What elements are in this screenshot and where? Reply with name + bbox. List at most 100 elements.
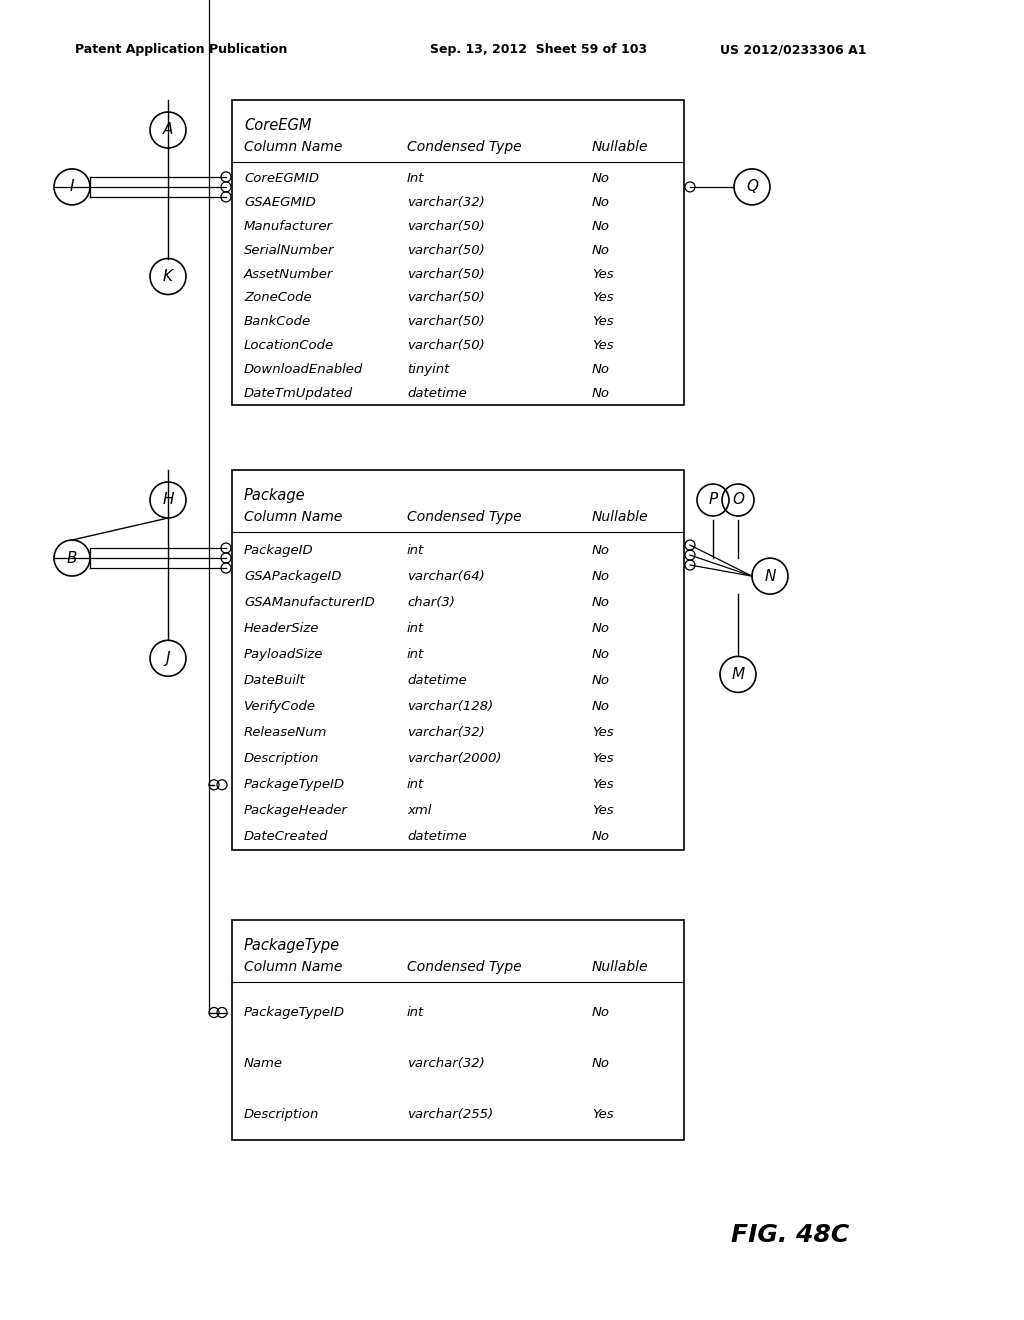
Text: Yes: Yes [592, 339, 613, 352]
Text: Yes: Yes [592, 726, 613, 739]
Text: int: int [407, 622, 424, 635]
Text: Nullable: Nullable [592, 960, 648, 974]
Text: HeaderSize: HeaderSize [244, 622, 319, 635]
Text: DateTmUpdated: DateTmUpdated [244, 387, 353, 400]
Text: BankCode: BankCode [244, 315, 311, 329]
Text: CoreEGMID: CoreEGMID [244, 173, 319, 185]
Text: DownloadEnabled: DownloadEnabled [244, 363, 364, 376]
Text: ZoneCode: ZoneCode [244, 292, 311, 305]
Text: Yes: Yes [592, 268, 613, 281]
Text: US 2012/0233306 A1: US 2012/0233306 A1 [720, 44, 866, 57]
Text: Name: Name [244, 1057, 283, 1071]
Text: No: No [592, 830, 610, 843]
Text: K: K [163, 269, 173, 284]
Text: M: M [731, 667, 744, 682]
Text: Yes: Yes [592, 292, 613, 305]
Text: No: No [592, 173, 610, 185]
Text: Package: Package [244, 488, 305, 503]
Text: VerifyCode: VerifyCode [244, 700, 316, 713]
Text: No: No [592, 244, 610, 257]
Text: Column Name: Column Name [244, 140, 342, 154]
Text: Nullable: Nullable [592, 510, 648, 524]
Text: PayloadSize: PayloadSize [244, 648, 324, 661]
Text: Yes: Yes [592, 315, 613, 329]
Text: int: int [407, 1006, 424, 1019]
Text: Condensed Type: Condensed Type [407, 140, 521, 154]
Text: PackageHeader: PackageHeader [244, 804, 348, 817]
Text: varchar(50): varchar(50) [407, 292, 484, 305]
Text: LocationCode: LocationCode [244, 339, 334, 352]
Text: datetime: datetime [407, 675, 467, 686]
Text: No: No [592, 1006, 610, 1019]
Text: varchar(32): varchar(32) [407, 197, 484, 209]
Text: datetime: datetime [407, 830, 467, 843]
Text: I: I [70, 180, 75, 194]
Text: PackageID: PackageID [244, 544, 313, 557]
Text: A: A [163, 123, 173, 137]
Text: Int: Int [407, 173, 425, 185]
Text: No: No [592, 675, 610, 686]
Text: GSAManufacturerID: GSAManufacturerID [244, 595, 375, 609]
Text: Condensed Type: Condensed Type [407, 510, 521, 524]
Text: Patent Application Publication: Patent Application Publication [75, 44, 288, 57]
Text: Description: Description [244, 1107, 319, 1121]
Bar [232, 100, 684, 405]
Text: datetime: datetime [407, 387, 467, 400]
Text: FIG. 48C: FIG. 48C [731, 1224, 849, 1247]
Text: varchar(255): varchar(255) [407, 1107, 494, 1121]
Text: ReleaseNum: ReleaseNum [244, 726, 328, 739]
Text: No: No [592, 700, 610, 713]
Text: Nullable: Nullable [592, 140, 648, 154]
Text: varchar(50): varchar(50) [407, 220, 484, 234]
Text: varchar(32): varchar(32) [407, 726, 484, 739]
Text: PackageTypeID: PackageTypeID [244, 1006, 345, 1019]
Text: Q: Q [746, 180, 758, 194]
Text: No: No [592, 544, 610, 557]
Text: H: H [162, 492, 174, 507]
Text: Yes: Yes [592, 779, 613, 791]
Text: int: int [407, 544, 424, 557]
Bar [232, 470, 684, 850]
Text: N: N [764, 569, 776, 583]
Text: Yes: Yes [592, 752, 613, 766]
Text: varchar(2000): varchar(2000) [407, 752, 502, 766]
Text: char(3): char(3) [407, 595, 455, 609]
Text: Column Name: Column Name [244, 510, 342, 524]
Text: GSAEGMID: GSAEGMID [244, 197, 315, 209]
Text: O: O [732, 492, 744, 507]
Text: Column Name: Column Name [244, 960, 342, 974]
Text: No: No [592, 1057, 610, 1071]
Text: Yes: Yes [592, 1107, 613, 1121]
Text: PackageType: PackageType [244, 939, 340, 953]
Text: No: No [592, 622, 610, 635]
Text: P: P [709, 492, 718, 507]
Text: int: int [407, 779, 424, 791]
Text: DateCreated: DateCreated [244, 830, 329, 843]
Text: No: No [592, 595, 610, 609]
Text: J: J [166, 651, 170, 665]
Text: No: No [592, 648, 610, 661]
Text: tinyint: tinyint [407, 363, 450, 376]
Text: No: No [592, 220, 610, 234]
Text: No: No [592, 570, 610, 582]
Text: Sep. 13, 2012  Sheet 59 of 103: Sep. 13, 2012 Sheet 59 of 103 [430, 44, 647, 57]
Text: PackageTypeID: PackageTypeID [244, 779, 345, 791]
Text: SerialNumber: SerialNumber [244, 244, 335, 257]
Text: CoreEGM: CoreEGM [244, 117, 311, 133]
Text: varchar(50): varchar(50) [407, 315, 484, 329]
Text: No: No [592, 197, 610, 209]
Text: int: int [407, 648, 424, 661]
Text: Yes: Yes [592, 804, 613, 817]
Text: varchar(50): varchar(50) [407, 339, 484, 352]
Text: varchar(64): varchar(64) [407, 570, 484, 582]
Bar [232, 920, 684, 1140]
Text: varchar(50): varchar(50) [407, 244, 484, 257]
Text: No: No [592, 363, 610, 376]
Text: varchar(32): varchar(32) [407, 1057, 484, 1071]
Text: Description: Description [244, 752, 319, 766]
Text: Manufacturer: Manufacturer [244, 220, 333, 234]
Text: xml: xml [407, 804, 431, 817]
Text: varchar(50): varchar(50) [407, 268, 484, 281]
Text: No: No [592, 387, 610, 400]
Text: AssetNumber: AssetNumber [244, 268, 334, 281]
